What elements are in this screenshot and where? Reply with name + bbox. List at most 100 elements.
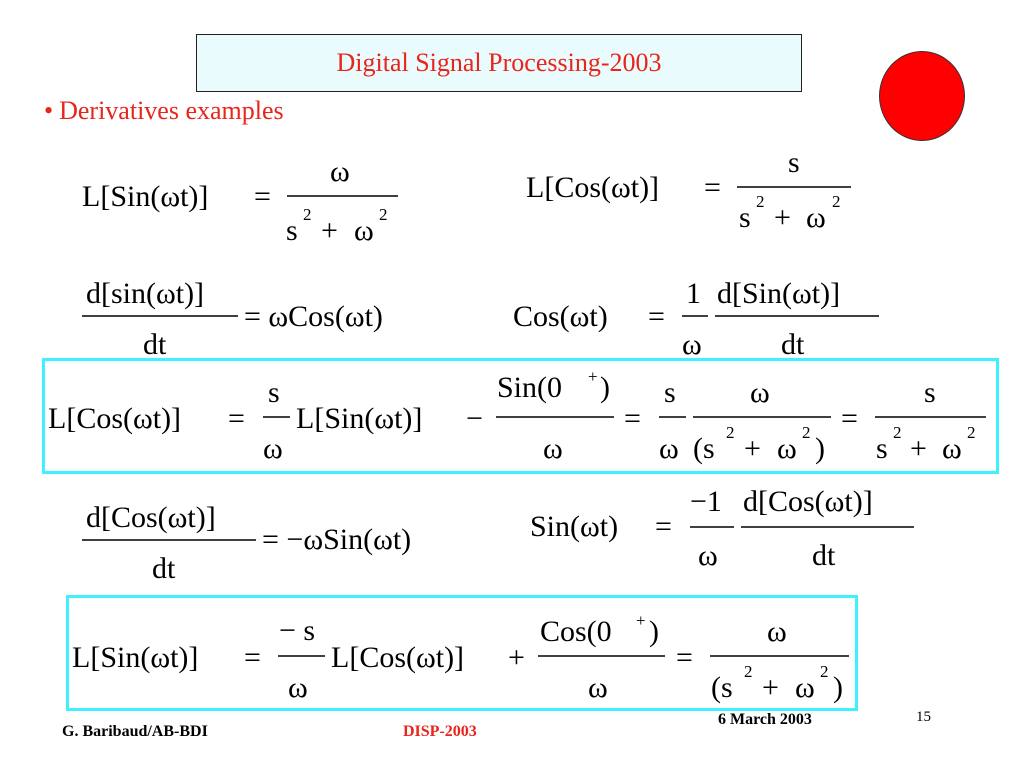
equation-laplace-cos-derivation: L[Cos(ωt)] = s ω L[Sin(ωt)] − Sin(0 + ) …: [48, 367, 986, 465]
eq7-lhs: Sin(ωt): [530, 510, 618, 543]
eq5-f5-den-omega-exp: 2: [967, 423, 976, 442]
eq1-equals: =: [254, 180, 271, 213]
eq5-f4-den-plus: +: [744, 432, 761, 465]
eq2-lhs: L[Cos(ωt)]: [526, 171, 659, 204]
footer-date: 6 March 2003: [718, 711, 812, 728]
eq1-lhs: L[Sin(ωt)]: [82, 180, 208, 213]
eq3-denominator: dt: [143, 328, 167, 361]
eq5-f4-num: ω: [750, 376, 770, 409]
eq8-equals: =: [244, 641, 261, 674]
eq4-coef-den: ω: [682, 328, 702, 361]
eq5-f5-den-plus: +: [910, 432, 927, 465]
eq7-equals: =: [655, 510, 672, 543]
bullet-item: • Derivatives examples: [44, 96, 284, 126]
eq7-numerator: d[Cos(ωt)]: [743, 485, 873, 518]
eq7-coef-num: −1: [690, 485, 722, 518]
eq8-plus: +: [508, 641, 525, 674]
footer-author: G. Baribaud/AB-BDI: [62, 723, 208, 740]
eq2-numerator: s: [788, 146, 800, 179]
eq8-f3-den-omega: ω: [795, 671, 815, 704]
equation-laplace-sin-derivation: L[Sin(ωt)] = − s ω L[Cos(ωt)] + Cos(0 + …: [72, 611, 849, 704]
eq5-f2-sup: +: [588, 367, 598, 386]
eq1-den-s: s: [286, 214, 298, 247]
eq3-rhs: = ωCos(ωt): [244, 300, 383, 333]
page-number: 15: [916, 709, 931, 725]
eq5-f4-den-open: (s: [693, 432, 715, 465]
eq5-f4-den-s-exp: 2: [726, 423, 735, 442]
eq5-f5-num: s: [924, 376, 936, 409]
eq5-f4-den-omega-exp: 2: [802, 423, 811, 442]
equation-sin-from-derivative: Sin(ωt) = −1 ω d[Cos(ωt)] dt: [530, 485, 914, 572]
eq6-numerator: d[Cos(ωt)]: [86, 501, 216, 534]
eq6-rhs: = −ωSin(ωt): [262, 523, 411, 556]
eq8-equals-2: =: [676, 641, 693, 674]
bullet-dot: •: [44, 96, 54, 125]
eq8-f3-den-s-exp: 2: [744, 662, 753, 681]
eq1-den-omega-exp: 2: [379, 205, 388, 224]
eq8-f3-num: ω: [767, 615, 787, 648]
eq5-f2-close: ): [600, 371, 610, 404]
slide-title-box: Digital Signal Processing-2003: [196, 34, 802, 92]
highlight-box-sin-derivation: [66, 595, 858, 711]
eq8-f3-den-open: (s: [711, 671, 733, 704]
bullet-text: Derivatives examples: [59, 96, 284, 125]
slide-title: Digital Signal Processing-2003: [336, 48, 662, 77]
eq5-f5-den-s-exp: 2: [893, 423, 902, 442]
eq5-lhs: L[Cos(ωt)]: [48, 402, 181, 435]
eq8-f2-sup: +: [636, 611, 646, 630]
eq4-equals: =: [648, 300, 665, 333]
eq3-numerator: d[sin(ωt)]: [86, 277, 204, 310]
footer-course: DISP-2003: [403, 723, 477, 740]
eq7-denominator: dt: [812, 539, 836, 572]
eq5-f2-num: Sin(0: [497, 371, 562, 404]
eq5-f3-den: ω: [659, 432, 679, 465]
eq7-coef-den: ω: [698, 539, 718, 572]
eq5-equals: =: [228, 402, 245, 435]
eq8-f2-close: ): [649, 615, 659, 648]
eq4-denominator: dt: [781, 328, 805, 361]
eq5-f2-den: ω: [543, 432, 563, 465]
eq5-f1-den: ω: [263, 432, 283, 465]
eq8-f1-num: − s: [279, 614, 315, 647]
red-circle-shape: [879, 51, 965, 141]
eq8-f3-den-close: ): [833, 671, 843, 704]
eq1-den-plus: +: [321, 214, 338, 247]
eq5-f3-num: s: [664, 376, 676, 409]
eq5-minus: −: [466, 402, 483, 435]
equation-laplace-sin: L[Sin(ωt)] = ω s 2 + ω 2: [82, 155, 398, 247]
eq2-den-omega: ω: [806, 201, 826, 234]
eq2-den-s-exp: 2: [756, 192, 765, 211]
eq5-equals-2: =: [624, 402, 641, 435]
eq5-mid: L[Sin(ωt)]: [296, 402, 422, 435]
eq5-f4-den-close: ): [815, 432, 825, 465]
eq8-f2-den: ω: [588, 671, 608, 704]
eq5-f1-num: s: [268, 376, 280, 409]
eq5-f5-den-omega: ω: [942, 432, 962, 465]
eq5-f4-den-omega: ω: [777, 432, 797, 465]
eq8-f3-den-omega-exp: 2: [820, 662, 829, 681]
equation-derivative-cos: d[Cos(ωt)] dt = −ωSin(ωt): [82, 501, 411, 585]
eq4-coef-num: 1: [686, 277, 701, 310]
eq8-f3-den-plus: +: [762, 671, 779, 704]
eq1-den-omega: ω: [354, 214, 374, 247]
equation-laplace-cos: L[Cos(ωt)] = s s 2 + ω 2: [526, 146, 851, 234]
highlight-box-cos-derivation: [42, 358, 999, 474]
eq1-den-s-exp: 2: [303, 205, 312, 224]
eq2-equals: =: [704, 171, 721, 204]
eq8-f1-den: ω: [288, 671, 308, 704]
eq5-f5-den-s: s: [876, 432, 888, 465]
eq1-numerator: ω: [330, 155, 350, 188]
eq8-f2-num: Cos(0: [540, 615, 612, 648]
eq5-equals-3: =: [841, 402, 858, 435]
eq6-denominator: dt: [152, 552, 176, 585]
equation-cos-from-derivative: Cos(ωt) = 1 ω d[Sin(ωt)] dt: [513, 277, 879, 361]
eq2-den-omega-exp: 2: [832, 192, 841, 211]
eq2-den-s: s: [739, 201, 751, 234]
equation-derivative-sin: d[sin(ωt)] dt = ωCos(ωt): [82, 277, 383, 361]
eq4-numerator: d[Sin(ωt)]: [717, 277, 840, 310]
eq8-mid: L[Cos(ωt)]: [331, 641, 464, 674]
eq4-lhs: Cos(ωt): [513, 300, 608, 333]
eq2-den-plus: +: [774, 201, 791, 234]
eq8-lhs: L[Sin(ωt)]: [72, 641, 198, 674]
